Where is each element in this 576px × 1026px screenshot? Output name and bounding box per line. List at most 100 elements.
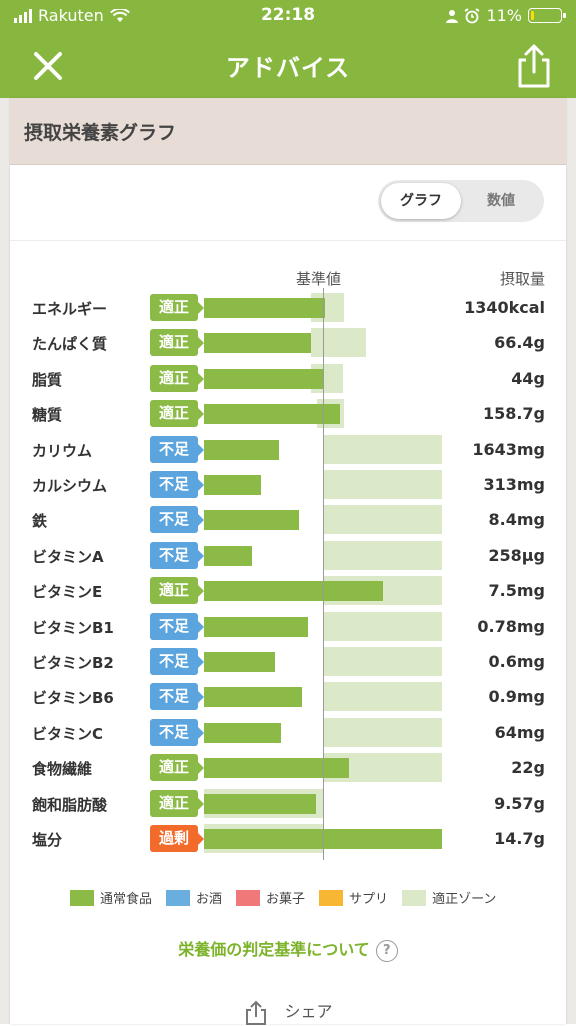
optimal-zone: [323, 540, 442, 570]
nutrient-name: ビタミンE: [32, 583, 103, 602]
nutrient-name: カルシウム: [32, 477, 108, 495]
frame-right: [566, 98, 576, 1024]
intake-bar: [204, 404, 340, 425]
share-button[interactable]: シェア: [10, 998, 566, 1026]
optimal-zone: [323, 717, 442, 747]
intake-value: 14.7g: [494, 829, 545, 848]
nutrient-row: 食物繊維 適正 22g: [10, 750, 566, 785]
toggle-graph[interactable]: グラフ: [381, 183, 461, 219]
status-badge: 適正: [150, 294, 204, 321]
legend-label: お酒: [196, 892, 223, 907]
legend-item: お酒: [166, 888, 222, 907]
view-toggle[interactable]: グラフ 数値: [378, 180, 544, 222]
intake-bar: [204, 616, 308, 637]
nutrient-row: ビタミンB1 不足 0.78mg: [10, 609, 566, 644]
criteria-link-label[interactable]: 栄養価の判定基準について: [178, 940, 370, 959]
nutrient-name: 飽和脂肪酸: [32, 795, 108, 814]
status-badge: 不足: [150, 683, 204, 711]
intake-value: 0.6mg: [488, 652, 545, 671]
intake-bar: [204, 793, 316, 814]
legend-item: お菓子: [236, 888, 305, 907]
carrier-label: Rakuten: [38, 6, 104, 25]
person-icon: [446, 9, 459, 23]
signal-icon: [14, 8, 32, 23]
nutrient-name: 鉄: [32, 512, 48, 531]
optimal-zone: [323, 647, 442, 676]
status-badge: 不足: [150, 648, 204, 675]
intake-bar: [204, 722, 282, 743]
legend-label: 通常食品: [100, 892, 153, 907]
optimal-zone: [323, 682, 442, 712]
optimal-zone: [323, 434, 442, 464]
intake-value: 66.4g: [494, 333, 545, 353]
intake-value: 0.78mg: [477, 616, 545, 636]
status-badge: 適正: [150, 577, 204, 605]
status-bar: Rakuten 22:18 11%: [0, 0, 576, 32]
nutrient-name: ビタミンB6: [32, 689, 114, 708]
share-label: シェア: [284, 1002, 333, 1021]
clock: 22:18: [260, 5, 316, 25]
nutrient-row: 鉄 不足 8.4mg: [10, 502, 566, 537]
col-intake-label: 摂取量: [499, 270, 545, 288]
nutrient-name: 脂質: [32, 370, 63, 389]
share-icon[interactable]: [514, 40, 554, 90]
intake-value: 9.57g: [494, 793, 545, 813]
intake-bar: [204, 652, 276, 672]
card-header: 摂取栄養素グラフ: [10, 98, 566, 165]
optimal-zone: [311, 328, 366, 358]
intake-bar: [204, 368, 323, 389]
nutrient-row: 糖質 適正 158.7g: [10, 396, 566, 431]
nutrient-name: たんぱく質: [32, 335, 108, 354]
nutrient-row: カルシウム 不足 313mg: [10, 467, 566, 502]
intake-bar: [204, 510, 300, 531]
intake-bar: [204, 581, 383, 602]
intake-bar: [204, 545, 252, 566]
nutrient-card: 摂取栄養素グラフ グラフ 数値 基準値 摂取量 エネルギー 適正 1340kcal た…: [10, 98, 566, 1026]
wifi-icon: [109, 8, 130, 22]
nutrient-row: ビタミンB2 不足 0.6mg: [10, 644, 566, 679]
status-badge: 不足: [150, 506, 204, 534]
alarm-icon: [464, 7, 480, 23]
intake-bar: [204, 439, 279, 460]
criteria-link[interactable]: 栄養価の判定基準について?: [10, 936, 566, 962]
status-badge: 適正: [150, 754, 204, 782]
legend-swatch: [70, 889, 94, 906]
legend-label: 適正ゾーン: [432, 892, 497, 907]
status-badge: 過剰: [150, 825, 204, 852]
intake-value: 44g: [511, 368, 545, 388]
share-small-icon: [246, 1000, 267, 1025]
nutrient-row: エネルギー 適正 1340kcal: [10, 290, 566, 325]
intake-bar: [204, 758, 350, 779]
frame-left: [0, 98, 10, 1024]
nutrient-name: ビタミンB2: [32, 654, 114, 672]
toggle-numbers[interactable]: 数値: [487, 193, 515, 209]
intake-value: 258μg: [488, 545, 545, 565]
intake-value: 8.4mg: [488, 510, 545, 530]
intake-bar: [204, 687, 302, 708]
nutrient-row: 脂質 適正 44g: [10, 361, 566, 396]
optimal-zone: [323, 611, 442, 641]
intake-value: 1643mg: [472, 439, 545, 459]
battery-icon: [528, 8, 566, 23]
nutrient-row: ビタミンB6 不足 0.9mg: [10, 679, 566, 714]
nutrient-name: ビタミンC: [32, 724, 104, 743]
intake-value: 22g: [511, 758, 545, 778]
nutrient-name: エネルギー: [32, 300, 108, 318]
nutrient-row: ビタミンC 不足 64mg: [10, 715, 566, 750]
optimal-zone: [323, 470, 442, 499]
nutrient-row: 塩分 過剰 14.7g: [10, 821, 566, 856]
page-title: アドバイス: [225, 54, 351, 82]
legend: 通常食品 お酒 お菓子 サプリ 適正ゾーン: [70, 888, 496, 907]
nutrient-row: ビタミンE 適正 7.5mg: [10, 573, 566, 608]
nutrient-name: ビタミンA: [32, 547, 104, 566]
nutrient-row: たんぱく質 適正 66.4g: [10, 325, 566, 360]
divider: [10, 240, 566, 241]
optimal-zone: [323, 505, 442, 535]
intake-value: 1340kcal: [464, 298, 545, 317]
intake-value: 158.7g: [482, 404, 545, 424]
intake-bar: [204, 475, 262, 495]
nutrient-row: ビタミンA 不足 258μg: [10, 538, 566, 573]
close-icon[interactable]: [28, 48, 68, 84]
question-icon[interactable]: ?: [375, 939, 398, 962]
legend-swatch: [319, 889, 344, 906]
